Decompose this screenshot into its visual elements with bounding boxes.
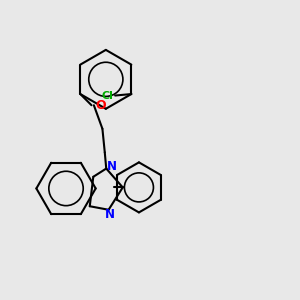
Text: N: N	[106, 160, 116, 173]
Text: N: N	[105, 208, 115, 221]
Text: Cl: Cl	[102, 91, 114, 100]
Text: O: O	[95, 99, 106, 112]
